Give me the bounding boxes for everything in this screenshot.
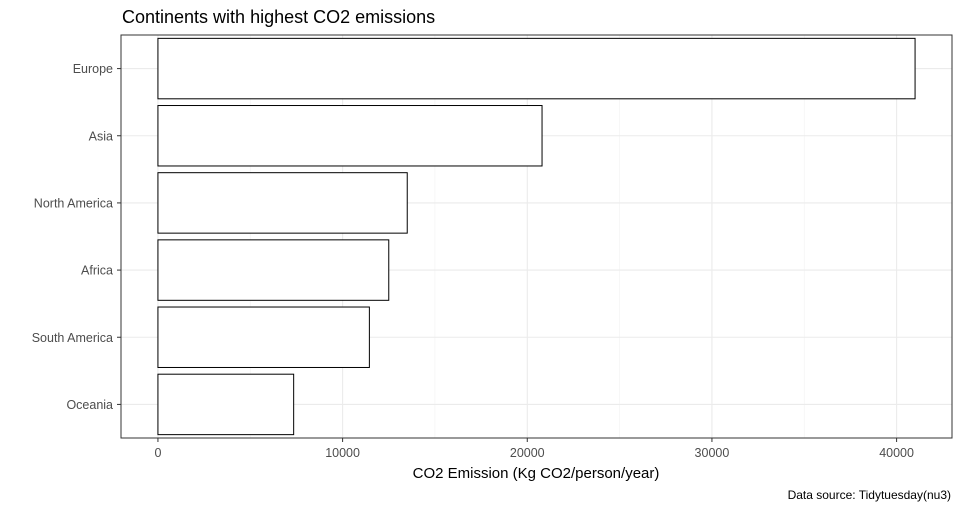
- panel-border: [120, 34, 953, 439]
- y-tick-label: Oceania: [66, 398, 113, 412]
- y-tick-label: Africa: [81, 264, 113, 278]
- y-tick-label: South America: [32, 331, 113, 345]
- x-tick-label: 40000: [879, 446, 914, 460]
- bar-africa: [157, 239, 390, 301]
- bars-layer: [157, 37, 916, 436]
- axis-layer: Europe Asia North America Africa South Ameri…: [32, 62, 914, 460]
- bar-europe: [157, 37, 916, 100]
- x-tick-label: 30000: [695, 446, 730, 460]
- y-tick-label: Asia: [89, 129, 113, 143]
- bar-oceania: [157, 373, 295, 436]
- x-tick-label: 10000: [325, 446, 360, 460]
- bar-north-america: [157, 172, 408, 234]
- y-tick-label: North America: [34, 196, 113, 210]
- x-tick-label: 20000: [510, 446, 545, 460]
- bar-south-america: [157, 306, 370, 368]
- y-tick-label: Europe: [73, 62, 113, 76]
- chart-title: Continents with highest CO2 emissions: [122, 7, 435, 27]
- chart-caption: Data source: Tidytuesday(nu3): [788, 488, 951, 502]
- x-axis-title: CO2 Emission (Kg CO2/person/year): [413, 465, 660, 482]
- x-tick-label: 0: [154, 446, 161, 460]
- bar-asia: [157, 105, 543, 167]
